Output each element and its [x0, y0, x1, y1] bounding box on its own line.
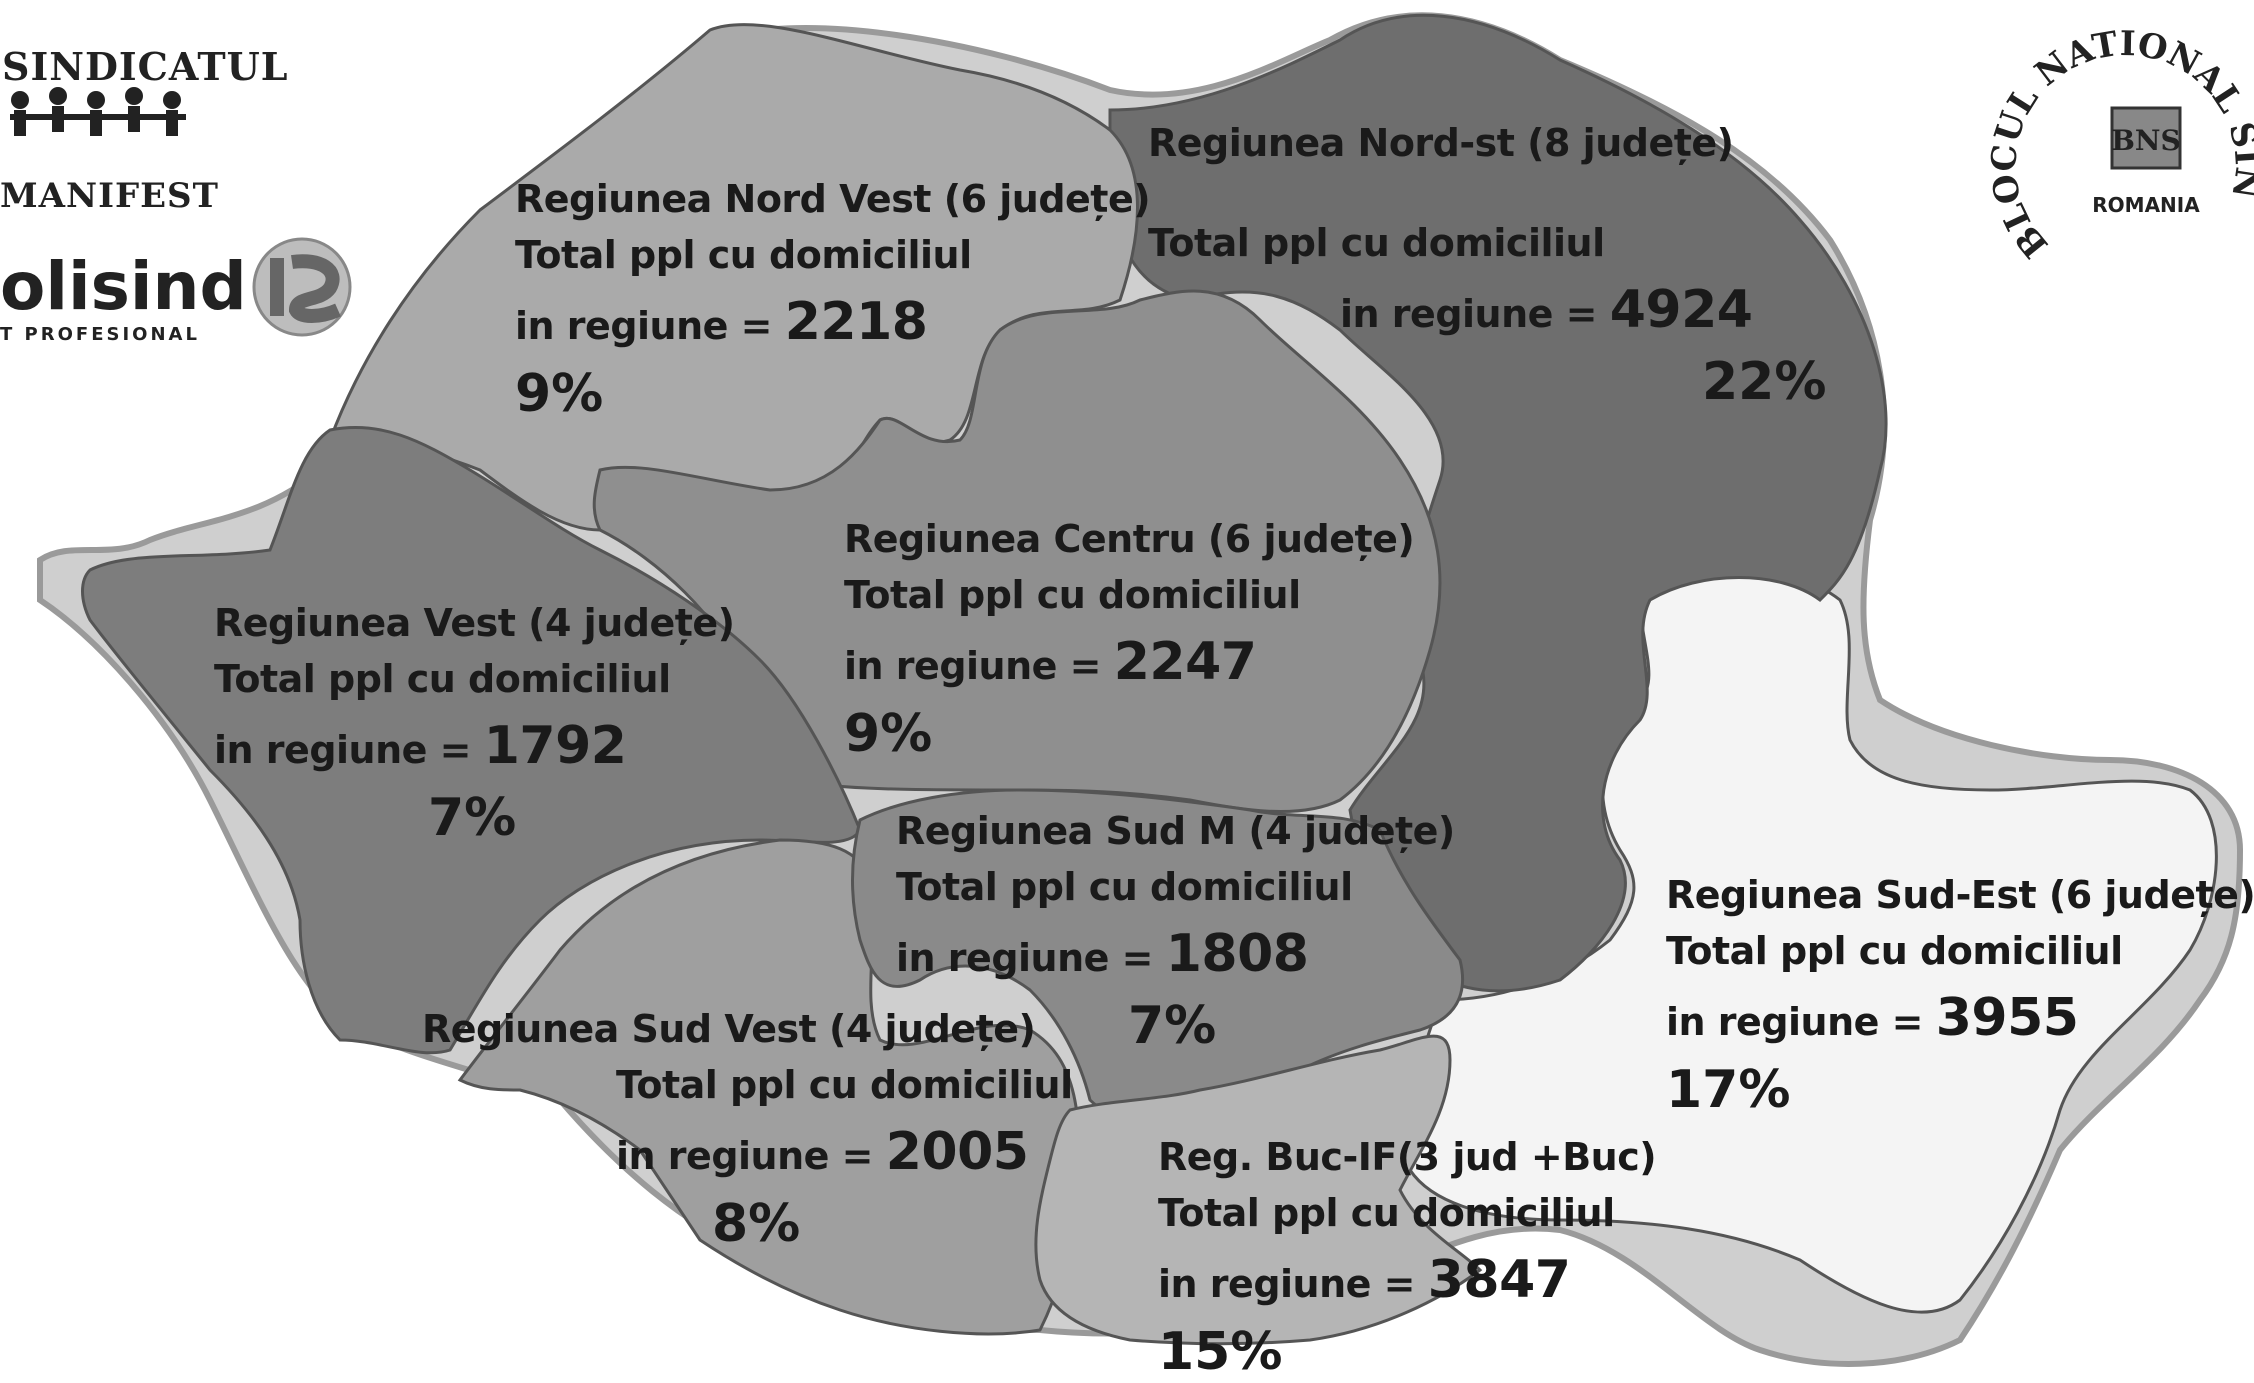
region-subtitle: Total ppl cu domiciliul	[1148, 221, 1605, 265]
total-prefix: in regiune =	[1340, 292, 1610, 336]
region-label-bucuresti-ilfov: Reg. Buc-IF(3 jud +Buc) Total ppl cu dom…	[1158, 1135, 1657, 1382]
total-prefix: in regiune =	[616, 1134, 886, 1178]
region-value: 1808	[1165, 924, 1309, 984]
region-name: Regiunea Nord-st (8 județe)	[1148, 121, 1734, 165]
region-label-sud-vest: Regiunea Sud Vest (4 județe) Total ppl c…	[422, 1010, 1073, 1250]
total-prefix: in regiune =	[1158, 1262, 1428, 1306]
manifest-top-text: SINDICATUL	[2, 44, 289, 89]
region-value: 4924	[1609, 280, 1753, 340]
region-percent: 8%	[712, 1194, 801, 1254]
region-value: 1792	[483, 716, 627, 776]
region-value: 2247	[1113, 632, 1257, 692]
region-label-sud-muntenia: Regiunea Sud M (4 județe) Total ppl cu d…	[896, 812, 1455, 1052]
region-name: Regiunea Sud-Est (6 județe)	[1666, 873, 2254, 917]
region-value: 2218	[784, 292, 928, 352]
region-label-sud-est: Regiunea Sud-Est (6 județe) Total ppl cu…	[1666, 876, 2254, 1116]
region-value: 3847	[1427, 1250, 1571, 1310]
region-subtitle: Total ppl cu domiciliul	[1158, 1191, 1615, 1235]
region-subtitle: Total ppl cu domiciliul	[515, 233, 972, 277]
region-percent: 7%	[428, 788, 517, 848]
region-name: Regiunea Nord Vest (6 județe)	[515, 177, 1151, 221]
region-label-nord-est: Regiunea Nord-st (8 județe) Total ppl cu…	[1148, 124, 1826, 408]
region-name: Regiunea Sud M (4 județe)	[896, 809, 1455, 853]
total-prefix: in regiune =	[896, 936, 1166, 980]
region-subtitle: Total ppl cu domiciliul	[616, 1063, 1073, 1107]
region-label-vest: Regiunea Vest (4 județe) Total ppl cu do…	[214, 604, 735, 844]
region-name: Regiunea Centru (6 județe)	[844, 517, 1415, 561]
region-name: Reg. Buc-IF(3 jud +Buc)	[1158, 1135, 1657, 1179]
region-subtitle: Total ppl cu domiciliul	[214, 657, 671, 701]
region-subtitle: Total ppl cu domiciliul	[844, 573, 1301, 617]
region-label-centru: Regiunea Centru (6 județe) Total ppl cu …	[844, 517, 1415, 764]
region-percent: 9%	[515, 364, 604, 424]
total-prefix: in regiune =	[515, 304, 785, 348]
region-percent: 17%	[1666, 1060, 1791, 1120]
total-prefix: in regiune =	[844, 644, 1114, 688]
region-value: 3955	[1935, 988, 2079, 1048]
bns-country: ROMANIA	[2092, 193, 2200, 217]
bns-initials: BNS	[2111, 124, 2180, 157]
region-percent: 22%	[1702, 352, 1827, 412]
manifest-bottom-text: MANIFEST	[0, 176, 219, 216]
total-prefix: in regiune =	[1666, 1000, 1936, 1044]
region-nord-est[interactable]	[1108, 13, 1888, 993]
region-percent: 7%	[1128, 996, 1217, 1056]
region-percent: 9%	[844, 704, 933, 764]
region-value: 2005	[885, 1122, 1029, 1182]
region-sud-muntenia[interactable]	[851, 788, 1465, 1119]
region-name: Regiunea Vest (4 județe)	[214, 601, 735, 645]
solisind-name-text: olisind	[0, 248, 247, 325]
region-label-nord-vest: Regiunea Nord Vest (6 județe) Total ppl …	[515, 177, 1151, 424]
region-subtitle: Total ppl cu domiciliul	[896, 865, 1353, 909]
manifest-logo	[10, 87, 186, 136]
region-bucuresti-ilfov[interactable]	[1034, 1034, 1483, 1346]
region-percent: 15%	[1158, 1322, 1283, 1382]
solisind-sub-text: T PROFESIONAL	[0, 324, 200, 345]
region-subtitle: Total ppl cu domiciliul	[1666, 929, 2123, 973]
solisind-badge-icon	[252, 237, 352, 337]
total-prefix: in regiune =	[214, 728, 484, 772]
region-name: Regiunea Sud Vest (4 județe)	[422, 1007, 1036, 1051]
